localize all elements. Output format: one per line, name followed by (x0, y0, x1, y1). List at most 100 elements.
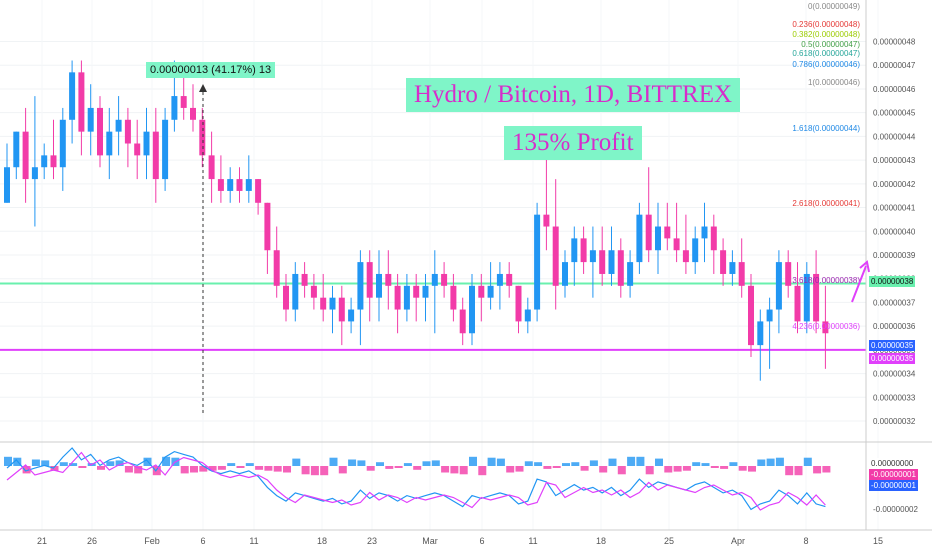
candle-body (822, 321, 829, 334)
candle-body (292, 273, 299, 310)
macd-histogram-bar (124, 466, 133, 473)
candle-body (301, 273, 308, 286)
fib-level-label: 1(0.00000046) (808, 78, 860, 87)
macd-histogram-bar (589, 460, 598, 466)
signal-line (6, 451, 826, 511)
candle-body (766, 309, 773, 322)
macd-histogram-bar (245, 463, 254, 466)
candle-body (143, 131, 150, 156)
macd-histogram-bar (31, 459, 40, 466)
fib-level-label: 0.786(0.00000046) (792, 60, 860, 69)
macd-histogram-bar (348, 459, 357, 466)
y-tick-label: 0.00000032 (873, 417, 916, 426)
candle-body (506, 273, 513, 286)
chart-title: Hydro / Bitcoin, 1D, BITTREX (406, 78, 741, 112)
macd-histogram-bar (599, 466, 608, 473)
arrow-shaft (851, 265, 867, 303)
price-axis: 0.00000048 0.00000047 0.00000046 0.00000045… (865, 0, 916, 530)
fibonacci-levels: 0(0.00000049) 0.236(0.00000048)0.382(0.00… (792, 2, 860, 331)
macd-histogram-bar (469, 456, 477, 466)
measure-label: 0.00000013 (41.17%) 13 (146, 62, 276, 78)
candle-body (673, 238, 680, 251)
x-tick-label: 15 (873, 536, 883, 546)
last-price-tag: 0.00000035 (869, 353, 916, 364)
macd-histogram-bar (292, 458, 301, 466)
macd-histogram-bar (376, 462, 384, 466)
macd-histogram-bar (59, 462, 68, 466)
macd-histogram-bar (673, 466, 682, 472)
macd-histogram-bar (710, 466, 719, 468)
macd-histogram-bar (543, 466, 552, 469)
candle-body (534, 214, 541, 310)
chart-subtitle: 135% Profit (504, 126, 642, 160)
y-tick-label: 0.00000048 (873, 38, 916, 47)
y-tick-label: 0.00000045 (873, 109, 916, 118)
macd-histogram-bar (301, 466, 310, 475)
macd-histogram-bar (236, 466, 245, 468)
macd-histogram-bar (4, 456, 12, 466)
macd-histogram-bar (134, 466, 143, 474)
x-tick-label: 26 (87, 536, 97, 546)
candle-body (524, 309, 531, 322)
y-tick-label: 0.00000037 (873, 298, 916, 307)
candle-body (682, 250, 689, 263)
candle-body (366, 262, 373, 298)
macd-histogram-bar (524, 461, 533, 466)
y-tick-label: 0.00000039 (873, 251, 916, 260)
macd-histogram-bar (22, 466, 31, 474)
y-tick-label: 0.00000044 (873, 132, 916, 141)
candle-body (357, 262, 364, 310)
candle-body (255, 179, 262, 203)
macd-histogram-bar (478, 466, 487, 476)
y-tick-label: 0.00000034 (873, 370, 916, 379)
macd-histogram-bar (757, 459, 766, 466)
horizontal-lines (0, 282, 866, 351)
candle-body (115, 119, 122, 132)
macd-histogram-bar (385, 466, 394, 469)
macd-histogram-bar (394, 466, 403, 468)
macd-histogram-bar (580, 466, 589, 471)
macd-histogram-bar (608, 458, 617, 466)
macd-histogram-bar (403, 463, 412, 466)
candle-body (22, 131, 29, 180)
macd-histogram-bar (459, 466, 468, 475)
macd-histogram-bar (441, 466, 450, 473)
macd-value-tag-2: -0.00000001 (869, 469, 918, 480)
macd-histogram-bar (329, 457, 338, 466)
macd-histogram-bar (208, 466, 217, 471)
candle-body (78, 72, 85, 132)
macd-histogram-bar (190, 466, 198, 473)
macd-histogram-bar (645, 466, 654, 475)
candle-body (580, 238, 587, 263)
macd-histogram-bar (273, 466, 282, 472)
candle-body (403, 285, 410, 310)
macd-histogram-bar (803, 457, 812, 466)
x-tick-label: 21 (37, 536, 47, 546)
macd-histogram-bar (357, 460, 366, 466)
macd-histogram-bar (487, 457, 496, 466)
macd-histogram-bar (41, 460, 50, 466)
macd-histogram-bar (813, 466, 822, 474)
candle-body (785, 262, 792, 286)
macd-histogram-bar (496, 458, 505, 466)
candle-body (41, 155, 48, 168)
macd-histogram-bar (450, 466, 459, 474)
candle-body (273, 250, 280, 286)
macd-histogram-bar (766, 458, 775, 466)
candle-body (748, 285, 754, 346)
candle-body (478, 285, 485, 298)
macd-histogram-bar (199, 466, 208, 472)
candle-body (655, 226, 661, 251)
candle-body (450, 285, 457, 310)
y-tick-label: 0.00000047 (873, 61, 916, 70)
candle-body (217, 179, 224, 191)
macd-value-tag-3: -0.00000001 (869, 480, 918, 491)
macd-histogram-bar (264, 466, 273, 471)
candle-body (199, 119, 206, 156)
macd-histogram-bar (413, 466, 422, 470)
candle-body (589, 250, 596, 263)
projection-arrow (851, 260, 870, 303)
macd-histogram-bar (562, 463, 570, 466)
candle-body (720, 250, 727, 274)
